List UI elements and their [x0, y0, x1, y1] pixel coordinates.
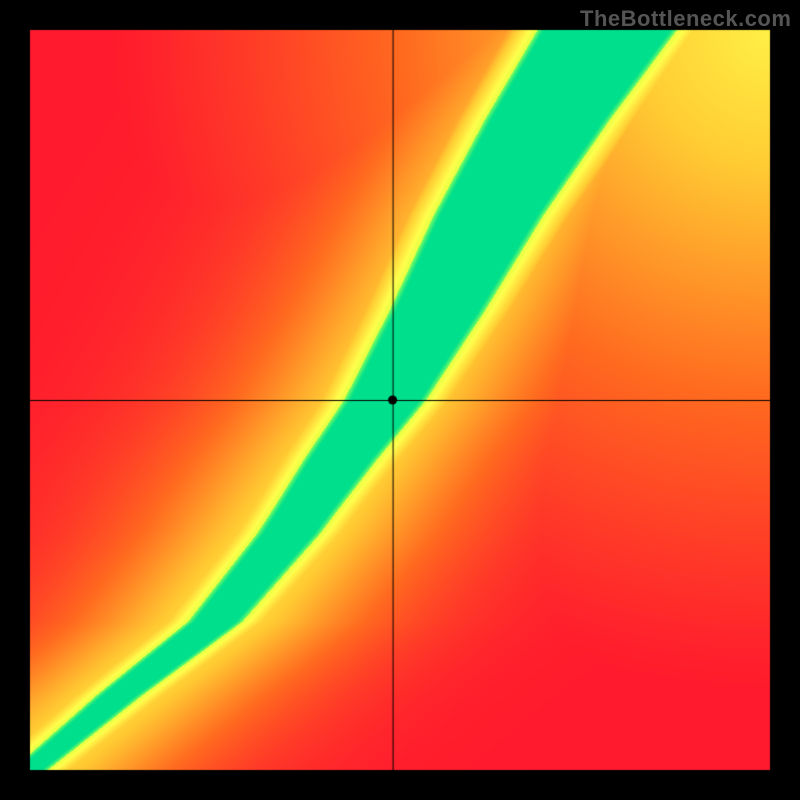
- watermark-label: TheBottleneck.com: [580, 6, 791, 32]
- chart-container: TheBottleneck.com: [0, 0, 800, 800]
- heatmap-canvas: [0, 0, 800, 800]
